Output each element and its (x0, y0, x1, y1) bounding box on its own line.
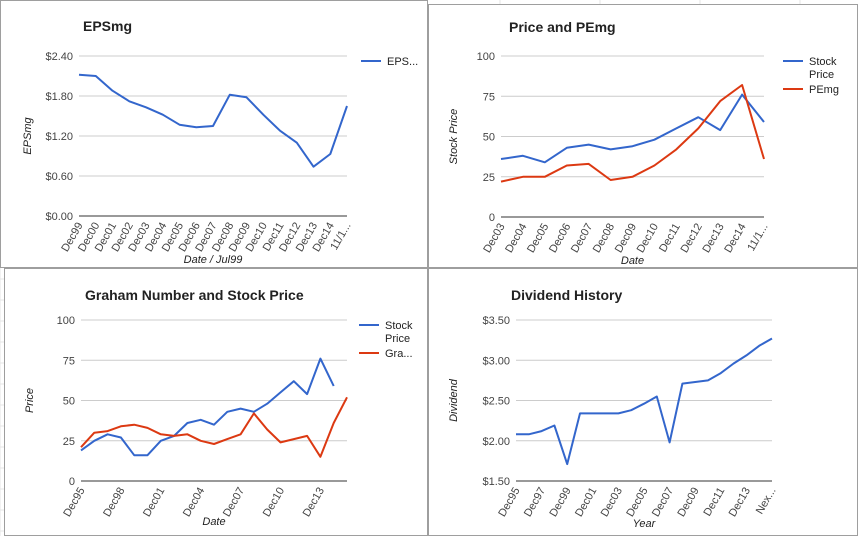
x-tick-label: Dec11 (702, 486, 728, 519)
y-tick-label: $1.80 (45, 91, 73, 103)
x-tick-label: Dec07 (650, 486, 676, 520)
series-line-eps[interactable] (78, 73, 348, 168)
legend-entry[interactable]: Stock Price (809, 56, 837, 81)
y-tick-label: 0 (69, 476, 75, 488)
y-tick-label: $3.00 (482, 355, 510, 367)
series-line-stock-price[interactable] (500, 93, 765, 164)
chart-svg: Dividend History $1.50 $2.00 $2.50 $3.00 $3.5… (448, 287, 779, 530)
x-tick-label: Dec03 (599, 486, 625, 520)
series-line-pemg[interactable] (500, 84, 765, 183)
legend-entry[interactable]: Stock Price (385, 320, 413, 345)
y-tick-label: 75 (63, 355, 75, 367)
y-axis-label: Dividend (448, 378, 460, 422)
y-axis-label: Stock Price (448, 109, 460, 165)
x-tick-label: Dec14 (722, 222, 748, 256)
y-tick-label: $3.50 (482, 315, 510, 327)
y-tick-label: $2.50 (482, 396, 510, 408)
y-tick-label: $2.00 (482, 436, 510, 448)
x-axis-label: Date / Jul99 (184, 254, 243, 266)
chart-svg: Graham Number and Stock Price 0 25 50 75 100 P… (24, 287, 413, 528)
x-tick-label: Dec01 (141, 486, 167, 520)
x-axis-label: Date (621, 255, 644, 267)
y-tick-label: 75 (483, 91, 495, 103)
chart-title: Price and PEmg (509, 19, 616, 35)
chart-panel-epsmg[interactable]: EPSmg $0.00 $0.60 $1.20 $1.80 $2.40 EPSmg Dec99… (0, 0, 428, 268)
y-axis-label: Price (24, 388, 36, 413)
y-tick-label: 100 (57, 315, 75, 327)
series-line-dividend[interactable] (516, 337, 773, 466)
y-tick-label: $0.00 (45, 211, 73, 223)
y-tick-label: $0.60 (45, 171, 73, 183)
x-tick-label: Dec95 (496, 486, 522, 520)
chart-panel-graham-number[interactable]: Graham Number and Stock Price 0 25 50 75 100 P… (4, 268, 428, 536)
chart-panel-price-and-pemg[interactable]: Price and PEmg 0 25 50 75 100 Stock Price Dec03… (428, 4, 858, 268)
y-tick-label: $1.50 (482, 476, 510, 488)
chart-panel-dividend-history[interactable]: Dividend History $1.50 $2.00 $2.50 $3.00 $3.5… (428, 268, 858, 536)
x-tick-label: Dec13 (301, 486, 327, 520)
y-tick-label: $2.40 (45, 51, 73, 63)
chart-title: Graham Number and Stock Price (85, 287, 304, 303)
x-tick-label: Dec05 (624, 486, 650, 520)
x-tick-label: Dec09 (676, 486, 702, 520)
y-tick-label: 100 (477, 51, 495, 63)
x-tick-label: Dec07 (221, 486, 247, 520)
legend-entry[interactable]: PEmg (809, 84, 839, 96)
y-tick-label: 25 (63, 436, 75, 448)
chart-title: EPSmg (83, 18, 132, 34)
x-tick-label: Dec10 (635, 222, 661, 256)
legend-entry[interactable]: Gra... (385, 348, 413, 360)
x-tick-label: Dec13 (727, 486, 753, 520)
x-tick-label: Nex... (754, 486, 779, 517)
y-tick-label: 50 (63, 396, 75, 408)
chart-svg: EPSmg$0.00$0.60$1.20$1.80$2.40EPSmgDec99… (22, 18, 418, 266)
x-tick-label: Dec97 (522, 486, 548, 520)
series-line-gra[interactable] (80, 396, 348, 458)
x-tick-label: Dec04 (181, 486, 207, 520)
x-tick-label: 11/1... (745, 222, 770, 254)
x-tick-label: Dec99 (548, 486, 574, 520)
x-tick-label: Dec95 (61, 486, 87, 520)
chart-title: Dividend History (511, 287, 622, 303)
y-axis-label: EPSmg (22, 116, 34, 154)
legend-entry[interactable]: EPS... (387, 56, 418, 68)
x-tick-label: Dec10 (261, 486, 287, 520)
x-axis-label: Year (633, 518, 657, 530)
series-line-stock-price[interactable] (80, 357, 335, 457)
x-axis-label: Date (202, 516, 225, 528)
y-tick-label: 50 (483, 132, 495, 144)
x-tick-label: Dec98 (101, 486, 127, 520)
y-tick-label: $1.20 (45, 131, 73, 143)
y-tick-label: 25 (483, 172, 495, 184)
x-tick-label: Dec01 (573, 486, 599, 520)
y-tick-label: 0 (489, 212, 495, 224)
